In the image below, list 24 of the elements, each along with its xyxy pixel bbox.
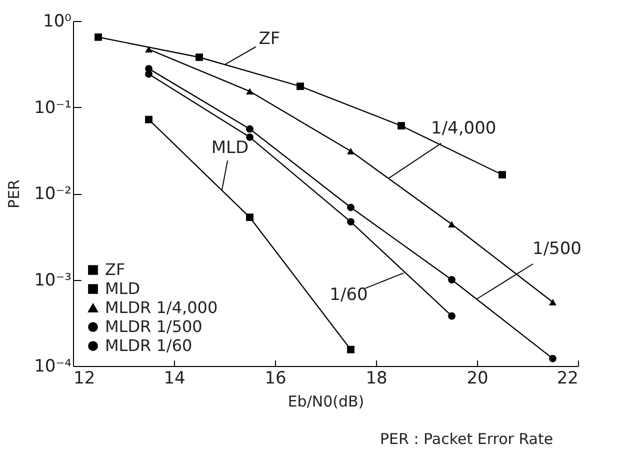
y-tick-label: 10⁰ [43, 12, 72, 32]
legend-label: ZF [105, 260, 126, 279]
y-tick-label: 10⁻² [34, 184, 72, 204]
text: PER : Packet Error Rate [380, 430, 554, 448]
legend-label: MLDR 1/60 [105, 336, 192, 355]
y-tick-label: 10⁻⁴ [34, 356, 72, 376]
x-tick-label: 22 [556, 368, 578, 388]
legend-label: MLDR 1/500 [105, 317, 202, 336]
x-tick-label: 20 [466, 368, 488, 388]
x-axis-title: Eb/N0(dB) [288, 392, 364, 410]
annotation: 1/4,000 [431, 118, 496, 138]
annotation: 1/500 [532, 238, 582, 259]
x-tick-label: 14 [164, 368, 186, 388]
x-tick-label: 16 [264, 368, 286, 388]
y-tick-label: 10⁻³ [34, 270, 72, 290]
y-axis-title: PER [5, 180, 24, 208]
legend-label: MLD [105, 279, 140, 298]
annotation: 1/60 [330, 284, 368, 305]
x-tick-label: 12 [74, 368, 96, 388]
x-tick-label: 18 [366, 368, 388, 388]
y-tick-label: 10⁻¹ [34, 98, 72, 118]
legend-label: MLDR 1/4,000 [105, 298, 218, 317]
annotation: MLD [211, 138, 249, 158]
annotation: ZF [258, 28, 280, 49]
